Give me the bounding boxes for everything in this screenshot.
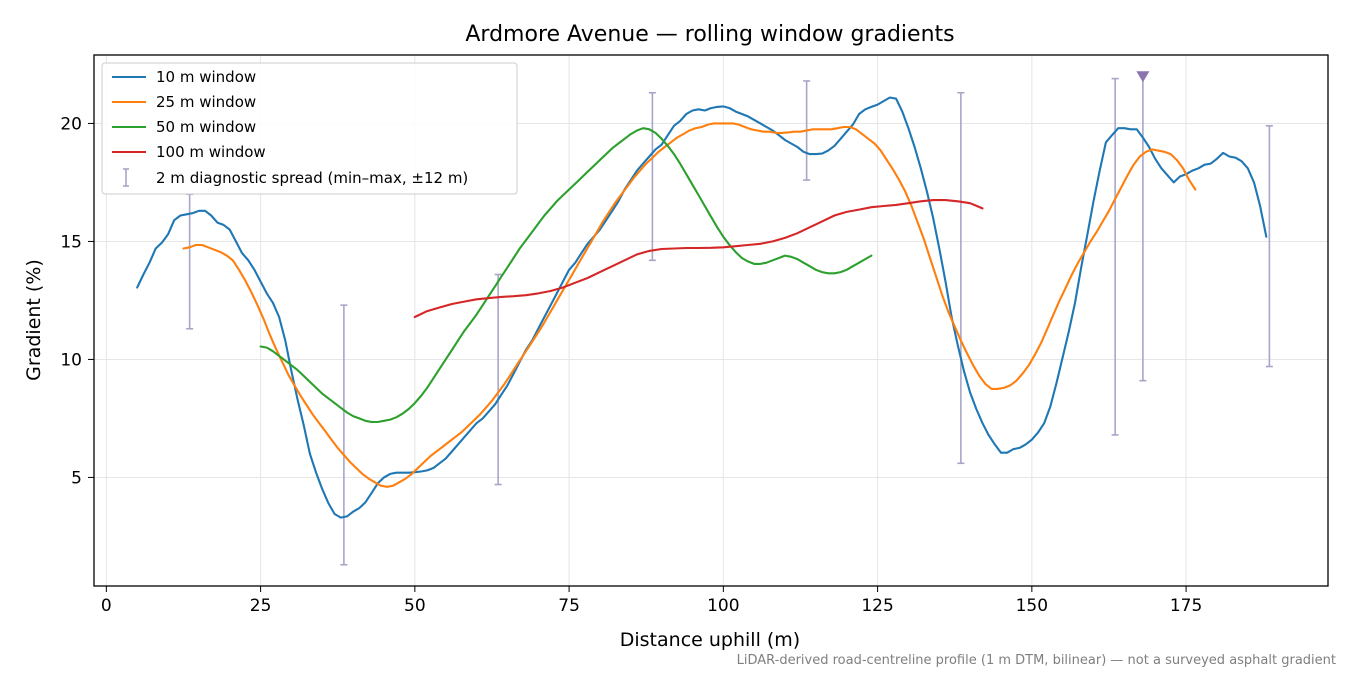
y-axis-label: Gradient (%) [23,259,45,381]
x-tick-label: 0 [101,596,112,616]
diagnostic-spread-bar [648,91,656,262]
diagnostic-spread-bar [1111,77,1119,436]
x-tick-label: 75 [558,596,580,616]
axis-ticks: 0 25 50 75 100 125 150 175 5 10 15 20 [60,114,1202,616]
y-tick-label: 20 [60,114,82,134]
legend-label-100m: 100 m window [156,143,266,161]
series-lines [136,96,1268,519]
chart-title: Ardmore Avenue — rolling window gradient… [465,22,954,47]
series-10m-window-line [136,96,1268,519]
x-axis-label: Distance uphill (m) [620,629,800,651]
legend-label-25m: 25 m window [156,93,256,111]
series-50m-window-line [259,127,873,424]
diagnostic-spread-bar [957,91,965,465]
x-tick-label: 150 [1016,596,1048,616]
diagnostic-spread-bar [494,273,502,486]
x-tick-label: 125 [861,596,893,616]
diagnostic-spread-bar [340,304,348,566]
x-tick-label: 175 [1170,596,1202,616]
y-tick-label: 10 [60,350,82,370]
legend-swatch-spread [123,168,129,187]
diagnostic-spread-bars [186,75,1273,566]
legend-label-50m: 50 m window [156,118,256,136]
peak-marker-triangle [1136,71,1150,83]
legend-label-10m: 10 m window [156,68,256,86]
y-tick-label: 5 [71,468,82,488]
legend: 10 m window 25 m window 50 m window 100 … [101,62,518,195]
x-tick-label: 25 [250,596,272,616]
diagnostic-spread-bar [1265,125,1273,368]
series-100m-window-line [413,199,984,319]
x-tick-label: 50 [404,596,426,616]
series-25m-window-line [182,122,1197,488]
y-tick-label: 15 [60,232,82,252]
legend-box [101,62,518,195]
footnote: LiDAR-derived road-centreline profile (1… [737,653,1336,668]
legend-label-spread: 2 m diagnostic spread (min–max, ±12 m) [156,169,468,187]
x-tick-label: 100 [707,596,739,616]
marker-layer [1136,71,1150,83]
plot-frame [93,54,1329,587]
